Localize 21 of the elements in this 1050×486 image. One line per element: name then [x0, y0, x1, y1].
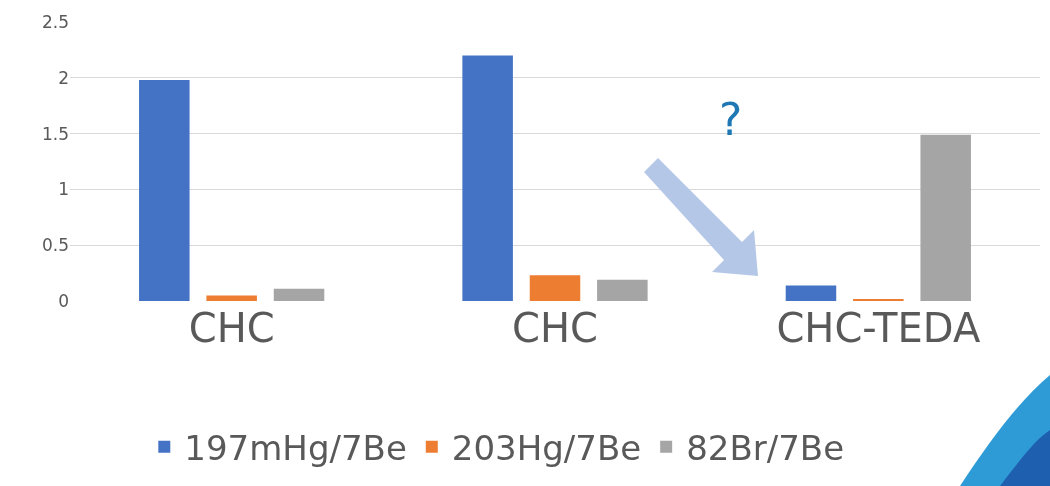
bar — [139, 80, 190, 301]
y-tick-label: 2.5 — [41, 11, 69, 32]
x-tick-label: CHC-TEDA — [776, 305, 981, 351]
bar — [462, 55, 513, 301]
bar — [920, 134, 971, 301]
y-tick-label: 0.5 — [41, 235, 69, 256]
y-tick-label: 2 — [58, 67, 69, 88]
legend-label: 203Hg/7Be — [451, 428, 642, 469]
legend-label: 82Br/7Be — [686, 428, 845, 469]
legend-label: 197mHg/7Be — [184, 428, 407, 469]
bar — [785, 285, 837, 301]
y-tick-label: 1 — [58, 179, 69, 200]
bar — [206, 295, 257, 301]
annotation: ? — [719, 94, 743, 145]
x-tick-label: CHC — [512, 305, 598, 351]
bar — [597, 279, 648, 301]
bar — [529, 275, 581, 301]
y-tick-label: 1.5 — [41, 123, 69, 144]
x-tick-label: CHC — [188, 305, 275, 351]
y-tick-label: 0 — [58, 290, 69, 311]
bar — [273, 288, 325, 301]
